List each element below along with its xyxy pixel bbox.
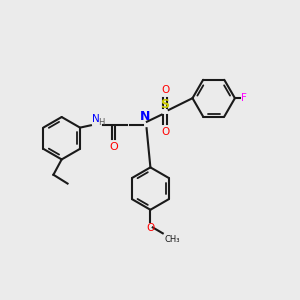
Text: O: O: [146, 223, 154, 233]
Text: O: O: [161, 127, 169, 137]
Text: CH₃: CH₃: [164, 235, 180, 244]
Text: O: O: [161, 85, 169, 95]
Text: N: N: [92, 114, 100, 124]
Text: F: F: [242, 93, 247, 103]
Text: N: N: [140, 110, 150, 124]
Text: O: O: [109, 142, 118, 152]
Text: S: S: [160, 98, 169, 111]
Text: H: H: [98, 118, 104, 127]
